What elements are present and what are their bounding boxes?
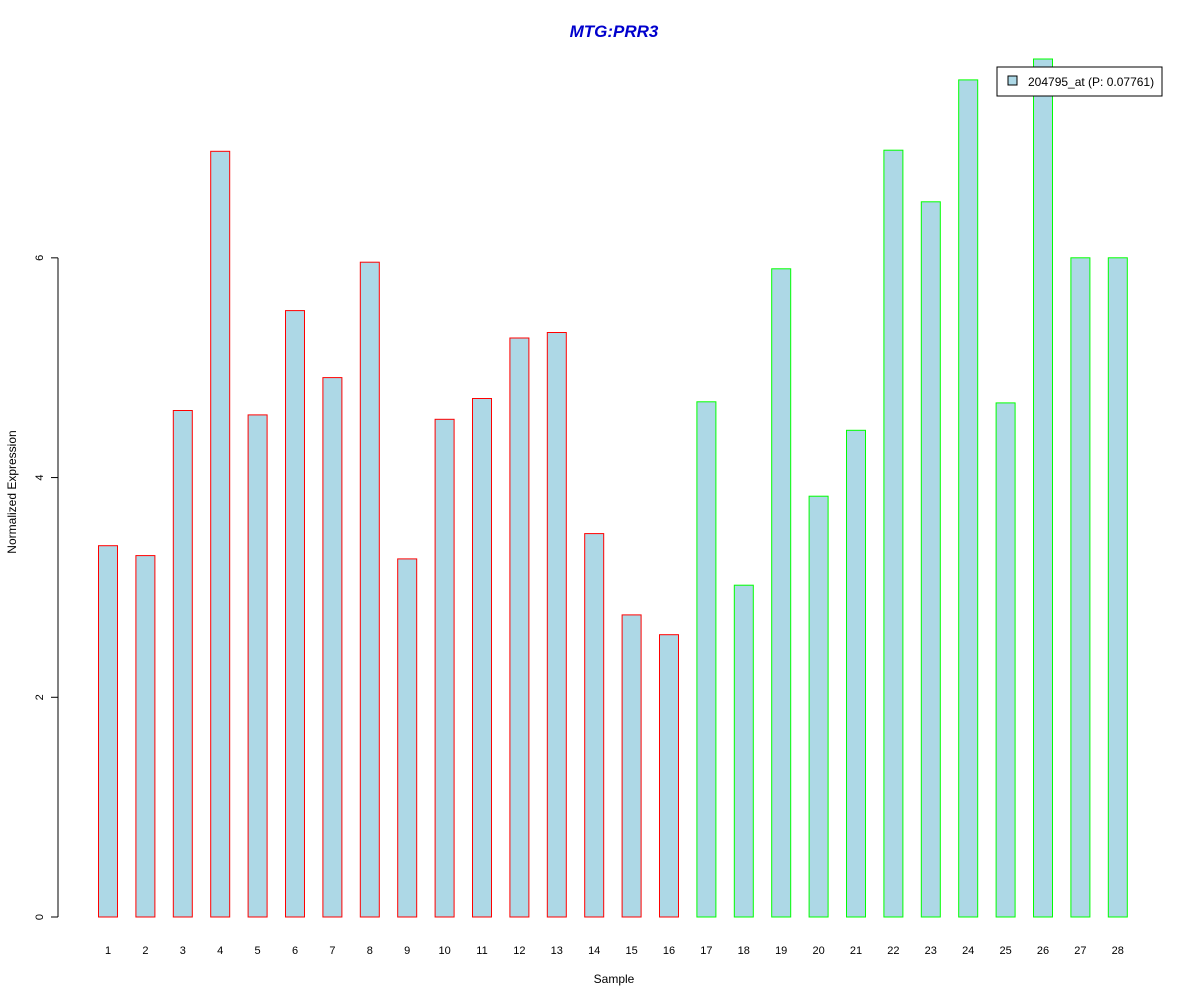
x-tick-label: 12: [513, 945, 525, 957]
x-tick-labels: 1 2 3 4 5 6 7 8 9 10 11 12 13 14 15 16 17 18 19 20 21 22 23 24 2…: [105, 945, 1124, 957]
x-tick-label: 3: [180, 945, 186, 957]
x-tick-label: 16: [663, 945, 675, 957]
bar-14: [584, 533, 605, 918]
x-tick-label: 25: [999, 945, 1011, 957]
x-tick-label: 14: [588, 945, 600, 957]
bar-6: [285, 310, 305, 918]
y-tick-label: 2: [34, 694, 46, 700]
bar-18: [733, 584, 754, 918]
legend-swatch: [1007, 75, 1018, 86]
y-tick-label: 6: [34, 255, 46, 261]
bar-21: [846, 429, 866, 918]
x-tick-label: 2: [142, 945, 148, 957]
x-tick-label: 18: [738, 945, 750, 957]
y-axis-label: Normalized Expression: [5, 430, 19, 553]
x-axis-label: Sample: [594, 972, 635, 986]
bar-2: [135, 555, 156, 918]
bar-15: [621, 614, 642, 918]
legend: 204795_at (P: 0.07761): [996, 66, 1163, 97]
bar-23: [920, 201, 941, 918]
bar-24: [958, 79, 979, 918]
x-tick-label: 21: [850, 945, 862, 957]
x-tick-label: 17: [700, 945, 712, 957]
bar-11: [472, 398, 492, 918]
x-tick-label: 28: [1112, 945, 1124, 957]
x-tick-label: 1: [105, 945, 111, 957]
bar-7: [322, 377, 343, 918]
bar-20: [808, 495, 829, 918]
x-tick-label: 13: [551, 945, 563, 957]
x-tick-label: 15: [625, 945, 637, 957]
bar-5: [247, 414, 268, 918]
x-tick-label: 22: [887, 945, 899, 957]
bar-26: [1033, 58, 1053, 918]
bar-22: [883, 149, 904, 918]
x-tick-label: 4: [217, 945, 223, 957]
x-tick-label: 27: [1074, 945, 1086, 957]
bars: [98, 58, 1128, 918]
bar-4: [210, 150, 231, 918]
bar-17: [696, 401, 717, 918]
bar-13: [546, 332, 567, 918]
legend-box: [996, 66, 1163, 97]
bar-16: [659, 634, 679, 918]
bar-9: [397, 558, 418, 918]
x-tick-label: 7: [329, 945, 335, 957]
x-tick-label: 20: [812, 945, 824, 957]
x-tick-label: 11: [476, 945, 487, 957]
bar-12: [509, 337, 530, 918]
y-tick-label: 4: [34, 475, 46, 481]
x-tick-label: 10: [438, 945, 450, 957]
x-tick-label: 9: [404, 945, 410, 957]
y-tick-label: 0: [34, 914, 46, 920]
x-tick-label: 24: [962, 945, 974, 957]
x-tick-label: 19: [775, 945, 787, 957]
x-tick-label: 5: [255, 945, 261, 957]
bar-27: [1070, 257, 1091, 918]
bar-25: [995, 402, 1016, 918]
bar-1: [98, 545, 118, 918]
chart-title: MTG:PRR3: [570, 22, 659, 41]
x-tick-label: 23: [925, 945, 937, 957]
bar-3: [172, 410, 193, 918]
x-tick-label: 8: [367, 945, 373, 957]
legend-entry: 204795_at (P: 0.07761): [1028, 75, 1154, 89]
x-tick-label: 6: [292, 945, 298, 957]
bar-8: [359, 261, 380, 918]
bar-19: [771, 268, 792, 918]
bar-10: [434, 418, 455, 918]
bar-28: [1107, 257, 1128, 918]
y-axis: 0 2 4 6: [34, 255, 59, 920]
x-tick-label: 26: [1037, 945, 1049, 957]
